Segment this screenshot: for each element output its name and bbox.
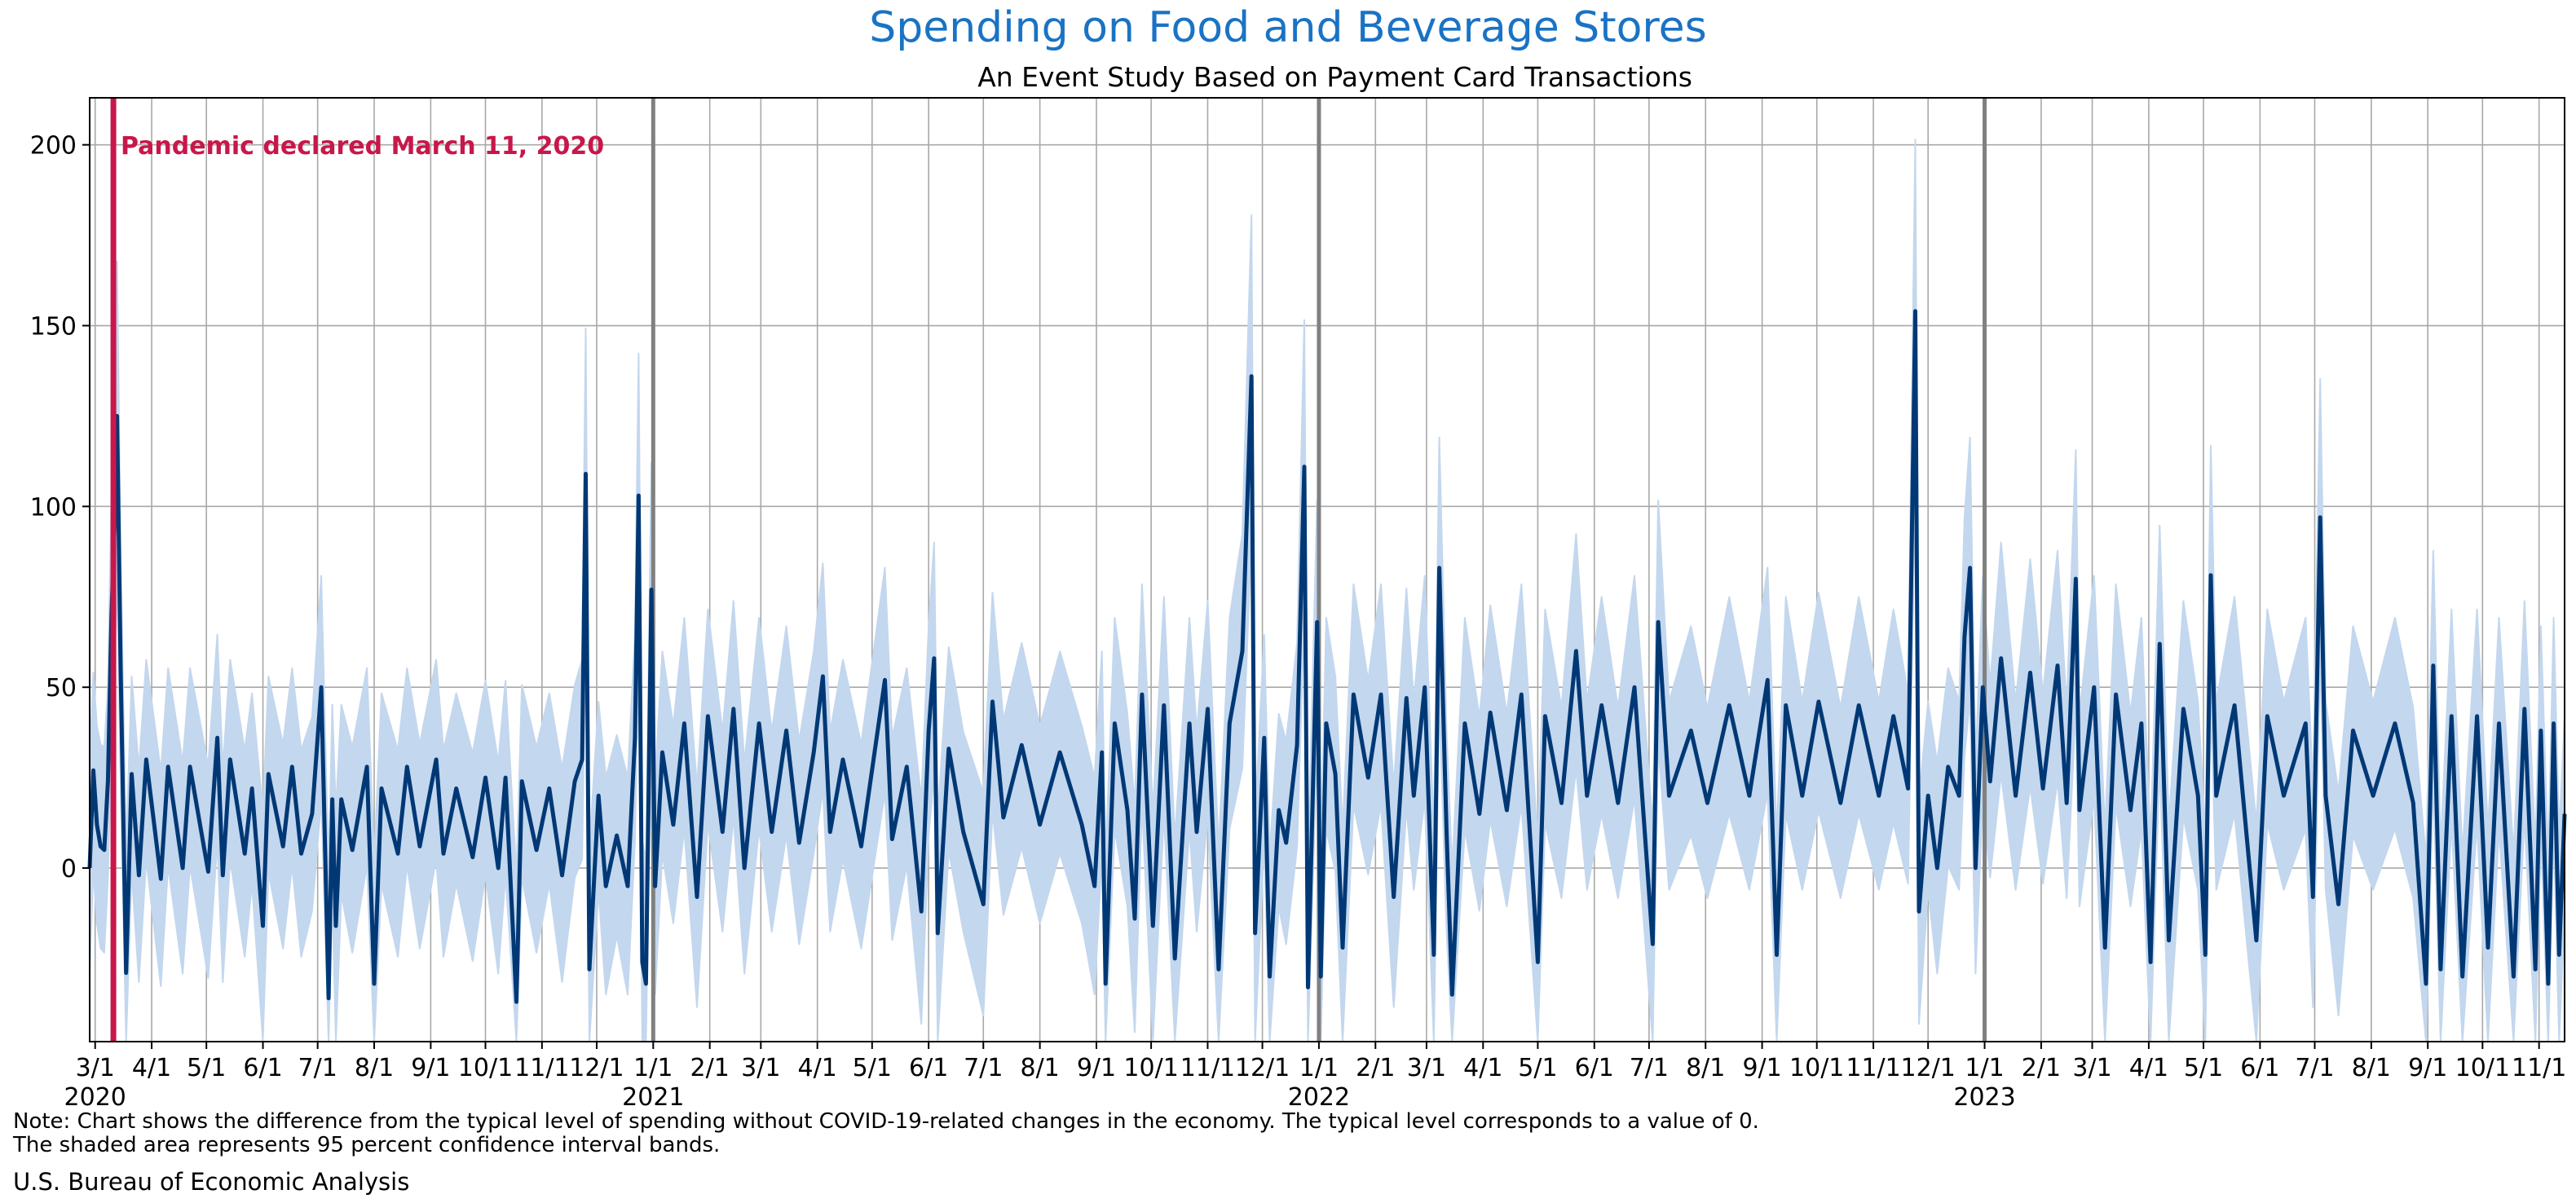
y-tick-label: 100 [30,493,77,522]
x-tick-label: 5/1 [1518,1054,1557,1082]
plot-frame [89,97,2565,1042]
chart-subtitle: An Event Study Based on Payment Card Tra… [977,61,1692,93]
x-tick-label: 11/1 [2512,1054,2566,1082]
spending-series-line [87,309,2567,1004]
x-tick-label: 2/1 [2022,1054,2061,1082]
x-tick-label: 9/1 [1077,1054,1116,1082]
x-year-label: 2023 [1953,1083,2015,1112]
x-tick-label: 11/1 [514,1054,569,1082]
x-tick-label: 1/1 [633,1054,673,1082]
x-year-label: 2020 [64,1083,126,1112]
x-tick-label: 11/1 [1180,1054,1235,1082]
x-tick-label: 1/1 [1965,1054,2004,1082]
y-axis-ticks: 0 50 100 150 200 [30,132,90,884]
x-tick-label: 7/1 [964,1054,1003,1082]
x-tick-label: 12/1 [569,1054,624,1082]
plot-area [87,97,2567,1042]
x-tick-label: 2/1 [690,1054,730,1082]
pandemic-annotation: Pandemic declared March 11, 2020 [121,132,604,161]
x-tick-label: 8/1 [1020,1054,1059,1082]
y-tick-label: 200 [30,132,77,161]
y-tick-label: 150 [30,313,77,342]
x-tick-label: 12/1 [1235,1054,1290,1082]
x-tick-label: 8/1 [1686,1054,1725,1082]
note-line-1: Note: Chart shows the difference from th… [13,1109,1759,1134]
x-tick-label: 6/1 [1575,1054,1614,1082]
x-tick-label: 3/1 [1407,1054,1446,1082]
note-line-2: The shaded area represents 95 percent co… [12,1133,720,1157]
x-tick-label: 3/1 [2072,1054,2111,1082]
x-tick-label: 10/1 [2455,1054,2510,1082]
x-tick-label: 9/1 [411,1054,450,1082]
x-year-label: 2021 [622,1083,684,1112]
x-tick-label: 6/1 [2240,1054,2279,1082]
x-tick-label: 6/1 [243,1054,282,1082]
x-tick-label: 4/1 [1463,1054,1502,1082]
x-tick-label: 10/1 [1789,1054,1844,1082]
y-tick-label: 50 [46,674,77,703]
x-tick-label: 11/1 [1846,1054,1900,1082]
x-tick-label: 4/1 [2129,1054,2168,1082]
x-tick-label: 12/1 [1900,1054,1955,1082]
x-tick-label: 6/1 [909,1054,948,1082]
x-tick-label: 1/1 [1299,1054,1339,1082]
x-tick-label: 7/1 [2295,1054,2334,1082]
x-tick-label: 3/1 [76,1054,115,1082]
x-tick-label: 4/1 [132,1054,171,1082]
x-year-label: 2022 [1288,1083,1350,1112]
x-tick-label: 10/1 [458,1054,513,1082]
x-tick-label: 5/1 [2184,1054,2223,1082]
x-tick-label: 8/1 [355,1054,394,1082]
source-label: U.S. Bureau of Economic Analysis [13,1168,409,1196]
x-tick-label: 10/1 [1123,1054,1178,1082]
x-tick-label: 7/1 [298,1054,337,1082]
x-tick-label: 4/1 [798,1054,837,1082]
confidence-band [89,139,2565,1042]
x-tick-label: 5/1 [187,1054,226,1082]
chart-title: Spending on Food and Beverage Stores [869,3,1707,52]
y-tick-label: 0 [61,855,77,884]
x-tick-label: 2/1 [1356,1054,1395,1082]
x-tick-label: 8/1 [2352,1054,2391,1082]
x-tick-label: 3/1 [741,1054,780,1082]
x-tick-label: 9/1 [1742,1054,1781,1082]
x-tick-label: 7/1 [1630,1054,1669,1082]
x-tick-label: 9/1 [2408,1054,2447,1082]
x-tick-label: 5/1 [853,1054,892,1082]
